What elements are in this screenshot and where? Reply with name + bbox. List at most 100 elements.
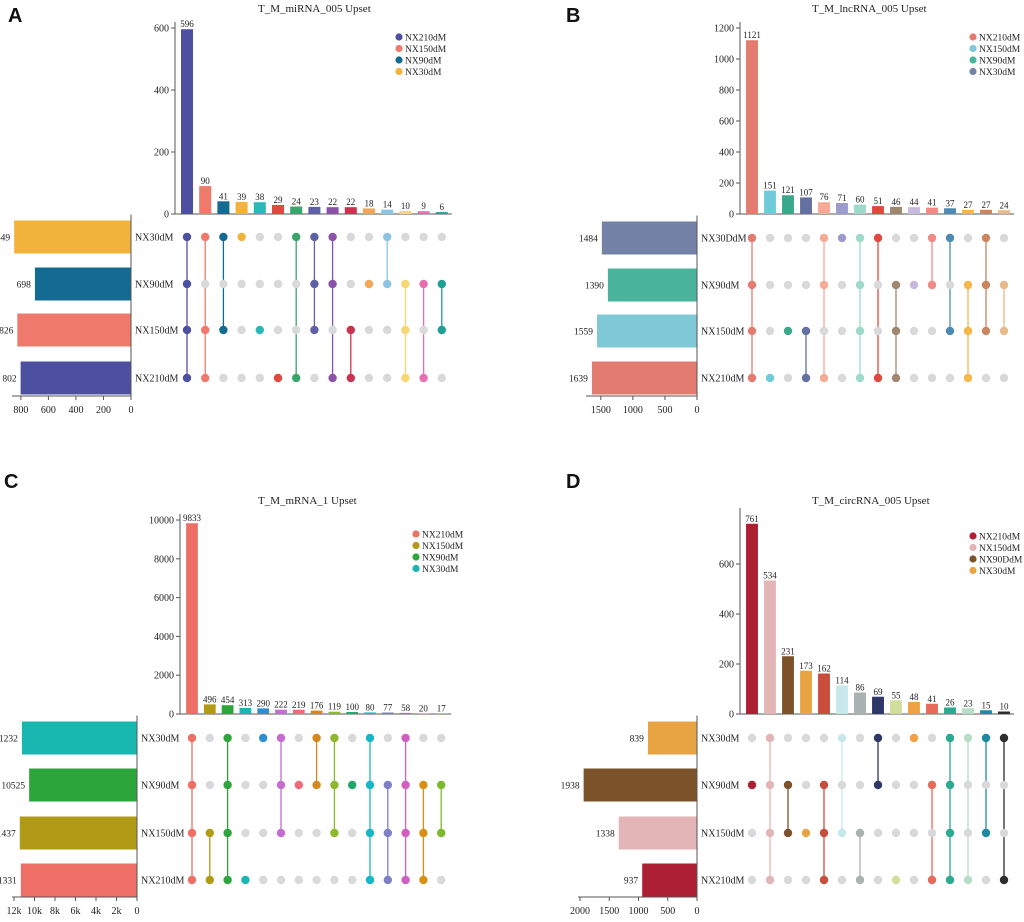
intersection-bar <box>836 685 848 714</box>
set-size-value: 10525 <box>1 782 25 792</box>
matrix-dot-inactive <box>837 373 847 383</box>
matrix-dot-active <box>419 279 428 289</box>
matrix-dot-inactive <box>783 733 793 743</box>
intersection-bar <box>344 207 357 214</box>
matrix-dot-inactive <box>237 373 246 383</box>
intersection-value-label: 27 <box>982 200 992 210</box>
intersection-value-label: 41 <box>928 694 937 704</box>
matrix-dot-active <box>963 875 973 885</box>
matrix-dot-inactive <box>981 373 991 383</box>
matrix-dot-active <box>945 233 955 243</box>
intersection-value-label: 22 <box>346 197 355 207</box>
intersection-value-label: 121 <box>781 185 795 195</box>
intersection-value-label: 27 <box>964 200 974 210</box>
intersection-bar <box>362 208 376 214</box>
intersection-bar <box>364 712 376 714</box>
matrix-dot-active <box>801 828 811 838</box>
set-axis-tick-label: 2k <box>112 906 122 917</box>
legend-marker <box>969 532 977 540</box>
matrix-dot-inactive <box>312 828 321 838</box>
intersection-value-label: 23 <box>964 698 974 708</box>
matrix-dot-inactive <box>747 733 757 743</box>
matrix-dot-inactive <box>891 233 901 243</box>
matrix-dot-inactive <box>437 373 446 383</box>
matrix-dot-active <box>801 373 811 383</box>
matrix-dot-inactive <box>747 875 757 885</box>
matrix-dot-active <box>201 373 210 383</box>
matrix-dot-inactive <box>909 326 919 336</box>
matrix-dot-active <box>401 325 410 335</box>
intersection-value-label: 71 <box>838 193 847 203</box>
matrix-dot-inactive <box>419 325 428 335</box>
legend-label: NX30dM <box>979 68 1016 78</box>
set-name-label: NX90dM <box>701 781 739 792</box>
intersection-bar <box>435 212 448 214</box>
matrix-dot-active <box>187 828 197 838</box>
matrix-dot-active <box>312 780 321 790</box>
matrix-dot-inactive <box>765 233 775 243</box>
matrix-dot-active <box>330 780 339 790</box>
matrix-dot-inactive <box>801 233 811 243</box>
set-size-bar <box>591 361 697 395</box>
intersection-value-label: 6 <box>440 202 445 212</box>
matrix-dot-inactive <box>927 733 937 743</box>
set-size-value: 1484 <box>579 235 598 245</box>
legend-marker <box>969 543 977 552</box>
matrix-dot-active <box>873 733 883 743</box>
intersection-bar <box>980 209 992 214</box>
intersection-bar <box>782 195 794 214</box>
intersection-bar <box>217 201 230 214</box>
legend-label: NX210dM <box>405 34 447 44</box>
matrix-dot-active <box>346 325 355 335</box>
legend-label: NX30dM <box>405 68 442 78</box>
matrix-dot-inactive <box>383 325 392 335</box>
matrix-dot-active <box>891 875 901 885</box>
intersection-value-label: 9 <box>421 201 426 211</box>
legend-marker <box>969 555 977 563</box>
intersection-value-label: 14 <box>383 200 393 210</box>
matrix-dot-inactive <box>855 733 865 743</box>
intersection-value-label: 10 <box>401 201 411 211</box>
set-size-bar <box>647 721 697 755</box>
intersection-value-label: 41 <box>219 191 228 201</box>
matrix-dot-inactive <box>346 232 355 242</box>
panel-c: C T_M_mRNA_1 Upset 0 2000 4000 6000 8000 10000 9… <box>0 471 464 917</box>
intersection-bar <box>310 710 323 714</box>
matrix-dot-inactive <box>783 875 793 885</box>
set-name-label: NX150dM <box>141 829 184 840</box>
intersection-bar <box>836 202 848 214</box>
intersection-value-label: 10 <box>1000 702 1010 712</box>
matrix-dot-active <box>999 280 1009 290</box>
matrix-dot-inactive <box>259 875 268 885</box>
intersection-bar <box>872 696 884 714</box>
matrix-dot-active <box>292 373 301 383</box>
set-size-value: 1639 <box>569 375 588 385</box>
set-axis-tick-label: 0 <box>695 906 700 917</box>
matrix-dot-inactive <box>909 373 919 383</box>
matrix-dot-inactive <box>294 828 303 838</box>
intersection-bar <box>381 712 394 714</box>
intersection-value-label: 80 <box>366 702 376 712</box>
matrix-dot-active <box>312 733 321 743</box>
matrix-dot-active <box>981 828 991 838</box>
matrix-dot-inactive <box>765 280 775 290</box>
set-size-value: 937 <box>624 877 639 887</box>
matrix-dot-inactive <box>273 325 283 335</box>
set-name-label: NX150dM <box>701 829 744 840</box>
matrix-dot-active <box>909 733 919 743</box>
intersection-value-label: 60 <box>856 195 866 205</box>
matrix-dot-active <box>383 828 392 838</box>
legend-marker <box>969 56 977 64</box>
set-size-value: 1390 <box>585 282 604 292</box>
matrix-dot-inactive <box>783 280 793 290</box>
matrix-dot-active <box>855 828 865 838</box>
matrix-dot-inactive <box>292 325 301 335</box>
matrix-dot-inactive <box>909 828 919 838</box>
matrix-dot-active <box>276 780 286 790</box>
matrix-dot-active <box>819 828 829 838</box>
set-name-label: NX210dM <box>701 876 744 887</box>
intersection-bar <box>308 206 321 214</box>
matrix-dot-active <box>276 733 286 743</box>
legend-marker <box>969 44 977 53</box>
matrix-dot-inactive <box>909 780 919 790</box>
